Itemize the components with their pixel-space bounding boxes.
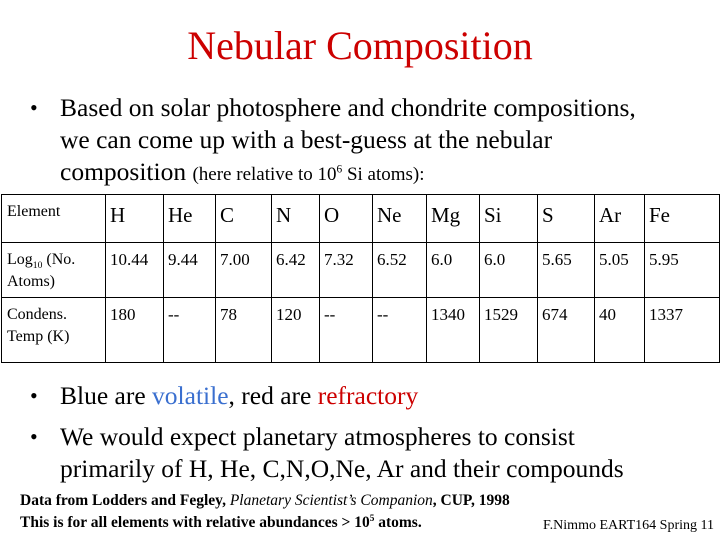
cell-element: H [105,194,164,243]
table-row-log-atoms: Log10 (No. Atoms) 10.44 9.44 7.00 6.42 7… [1,242,720,298]
cell-log-value: 5.05 [594,242,645,298]
footnote-source: Data from Lodders and Fegley, Planetary … [20,492,510,509]
cell-log-value: 10.44 [105,242,164,298]
author-signature: F.Nimmo EART164 Spring 11 [543,518,714,533]
cell-element: C [215,194,272,243]
cell-element: Ne [372,194,427,243]
bullet-intro-line1: Based on solar photosphere and chondrite… [60,93,636,122]
cell-temp-value: 78 [215,297,272,363]
table-row-condens-temp: Condens. Temp (K) 180 -- 78 120 -- -- 13… [1,297,720,363]
cell-temp-value: 120 [271,297,320,363]
cell-element: N [271,194,320,243]
cell-log-value: 6.52 [372,242,427,298]
cell-element: Si [479,194,538,243]
cell-element: O [319,194,373,243]
refractory-word: refractory [317,381,419,410]
bullet-intro-line3-a: composition [60,157,193,186]
row-label-log-atoms: Log10 (No. Atoms) [1,242,106,298]
bullet-intro-line3-sup: 6 [336,163,343,176]
bullet-intro-line2: we can come up with a best-guess at the … [60,125,553,154]
cell-temp-value: 674 [537,297,595,363]
cell-temp-value: 180 [105,297,164,363]
bullet-atmospheres-line1: We would expect planetary atmospheres to… [60,422,575,451]
cell-element: Fe [644,194,720,243]
cell-temp-value: 1337 [644,297,720,363]
bullet-intro-line3-b: (here relative to 10 [192,164,337,185]
cell-element: Ar [594,194,645,243]
table-row-element: Element H He C N O Ne Mg Si S Ar Fe [1,194,720,243]
cell-log-value: 5.95 [644,242,720,298]
cell-temp-value: 1340 [426,297,480,363]
slide-title: Nebular Composition [187,23,533,68]
volatile-word: volatile [152,381,229,410]
row-label-element: Element [1,194,106,243]
cell-temp-value: -- [163,297,216,363]
composition-table: Element H He C N O Ne Mg Si S Ar Fe Log1… [1,194,720,363]
bullet-intro-line3-c: Si atoms): [342,164,425,185]
cell-temp-value: 40 [594,297,645,363]
cell-element: S [537,194,595,243]
bullet-dot: • [30,424,38,449]
bullet-dot: • [30,95,38,120]
cell-log-value: 7.32 [319,242,373,298]
book-title: Planetary Scientist’s Companion [229,492,433,509]
cell-log-value: 5.65 [537,242,595,298]
bullet-dot: • [30,383,38,408]
cell-element: He [163,194,216,243]
bullet-atmospheres-line2: primarily of H, He, C,N,O,Ne, Ar and the… [60,454,624,483]
cell-log-value: 9.44 [163,242,216,298]
cell-temp-value: 1529 [479,297,538,363]
cell-log-value: 6.42 [271,242,320,298]
cell-temp-value: -- [372,297,427,363]
cell-log-value: 7.00 [215,242,272,298]
cell-element: Mg [426,194,480,243]
footnote-abundance: This is for all elements with relative a… [20,513,422,531]
cell-temp-value: -- [319,297,373,363]
row-label-condens-temp: Condens. Temp (K) [1,297,106,363]
cell-log-value: 6.0 [479,242,538,298]
cell-log-value: 6.0 [426,242,480,298]
bullet-intro-line3: composition (here relative to 106 Si ato… [60,156,710,191]
